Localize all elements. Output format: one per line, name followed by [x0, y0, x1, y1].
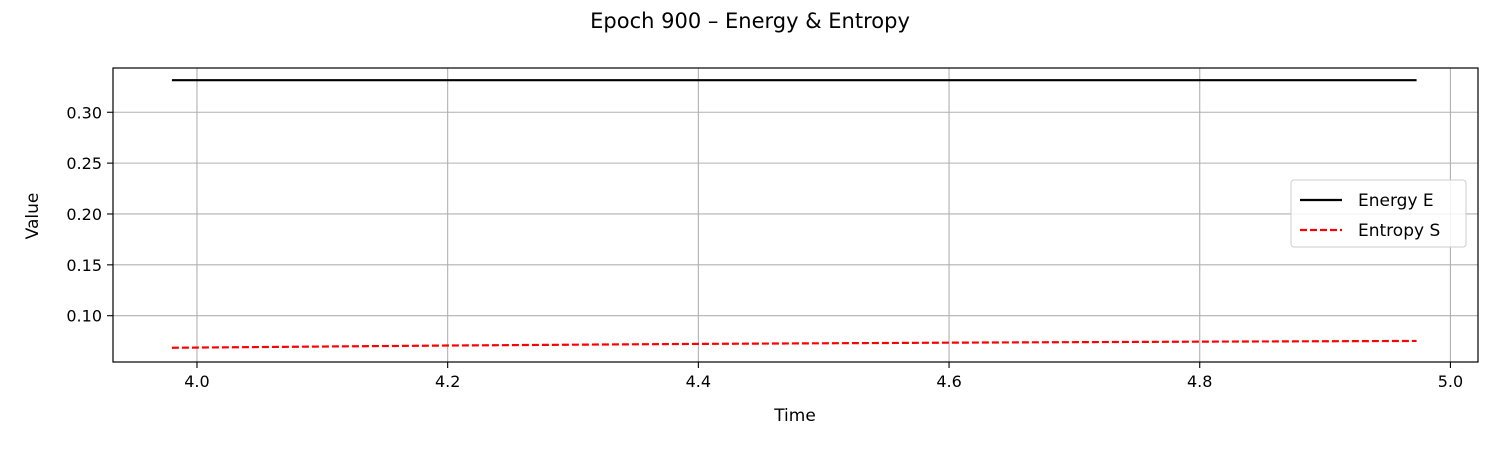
x-tick-label: 4.8 — [1187, 372, 1212, 391]
x-tick-label: 4.4 — [686, 372, 711, 391]
y-tick-label: 0.30 — [66, 103, 102, 122]
y-axis-title: Value — [23, 193, 43, 240]
series-line-entropy — [171, 339, 1417, 349]
x-tick-label: 4.0 — [184, 372, 209, 391]
legend-label-energy: Energy E — [1358, 191, 1434, 211]
y-tick-label: 0.20 — [66, 205, 102, 224]
y-tick-label: 0.10 — [66, 307, 102, 326]
x-tick-label: 4.6 — [936, 372, 961, 391]
ticks: 4.0 4.2 4.4 4.6 4.8 5.0 0.10 0.15 0.20 0.25 0.30 — [66, 103, 1463, 391]
series-layer — [171, 79, 1417, 349]
y-tick-label: 0.25 — [66, 154, 102, 173]
legend-label-entropy: Entropy S — [1358, 221, 1440, 241]
grid — [113, 68, 1478, 362]
plot-frame — [112, 67, 1479, 363]
x-tick-label: 5.0 — [1438, 372, 1463, 391]
x-tick-label: 4.2 — [435, 372, 460, 391]
y-tick-label: 0.15 — [66, 256, 102, 275]
legend: Energy E Entropy S — [1290, 179, 1467, 248]
chart-title: Epoch 900 – Energy & Entropy — [590, 9, 910, 33]
x-axis-title: Time — [773, 406, 816, 426]
